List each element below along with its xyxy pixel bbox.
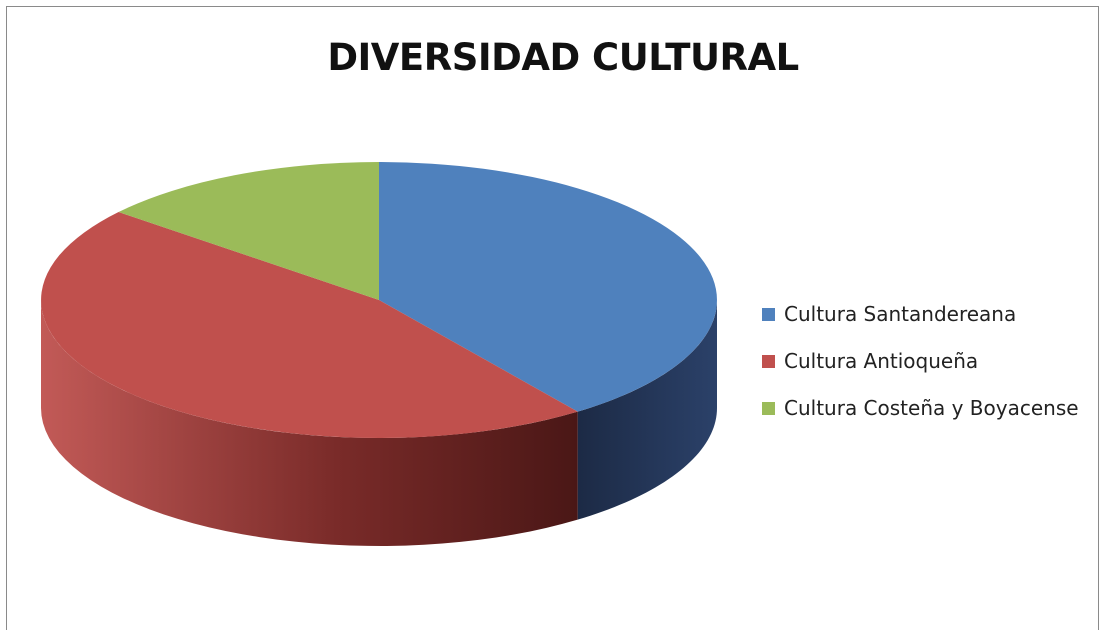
slice-santandereana: [379, 162, 717, 412]
legend-item-antioquena: Cultura Antioqueña: [762, 349, 1079, 373]
legend-swatch: [762, 401, 775, 415]
legend-label: Cultura Costeña y Boyacense: [784, 396, 1079, 420]
slice-antioquena: [41, 212, 578, 438]
legend-swatch: [762, 307, 775, 321]
slice-antioquena-side: [41, 300, 578, 546]
chart-title: DIVERSIDAD CULTURAL: [327, 36, 799, 79]
legend-item-costena-boyacense: Cultura Costeña y Boyacense: [762, 396, 1079, 420]
slice-santandereana-side: [577, 300, 717, 520]
chart-legend: Cultura Santandereana Cultura Antioqueña…: [762, 302, 1079, 443]
legend-label: Cultura Antioqueña: [784, 349, 979, 373]
slice-costena-boyacense: [118, 162, 379, 300]
legend-item-santandereana: Cultura Santandereana: [762, 302, 1079, 326]
legend-swatch: [762, 354, 775, 368]
legend-label: Cultura Santandereana: [784, 302, 1017, 326]
